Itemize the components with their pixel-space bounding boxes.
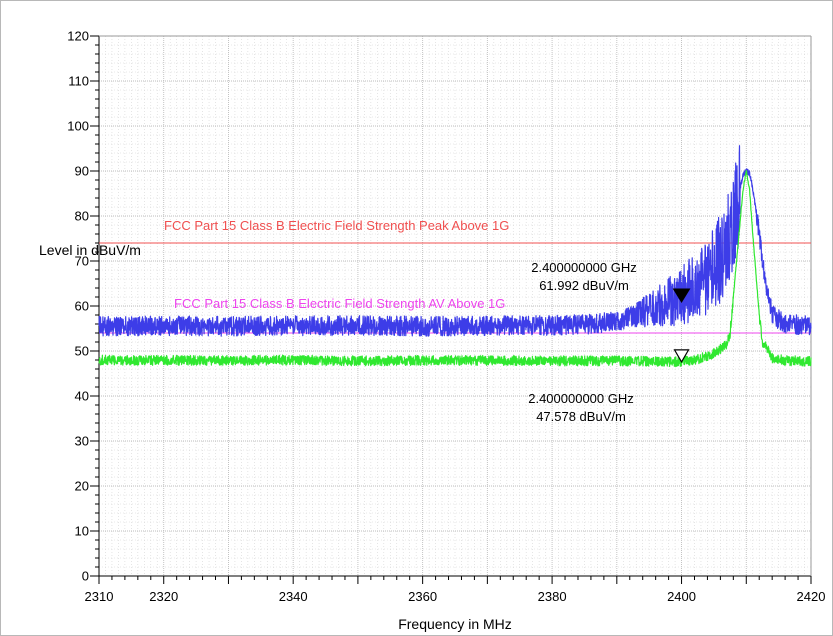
x-tick-label: 2380 xyxy=(538,589,567,604)
marker-level-label: 47.578 dBuV/m xyxy=(536,409,626,424)
axes xyxy=(90,35,812,584)
marker: 2.400000000 GHz 47.578 dBuV/m xyxy=(528,349,690,424)
y-tick-label: 10 xyxy=(75,524,89,539)
series-trace xyxy=(98,170,812,368)
y-tick-label: 40 xyxy=(75,389,89,404)
marker-level-label: 61.992 dBuV/m xyxy=(539,278,629,293)
y-tick-label: 70 xyxy=(75,254,89,269)
series-line xyxy=(98,145,812,337)
x-tick-label: 2340 xyxy=(279,589,308,604)
x-tick-label: 2400 xyxy=(667,589,696,604)
y-tick-label: 50 xyxy=(75,344,89,359)
y-tick-label: 90 xyxy=(75,164,89,179)
y-tick-label: 20 xyxy=(75,479,89,494)
y-tick-label: 0 xyxy=(82,569,89,584)
series-trace xyxy=(98,145,812,337)
limit-line-label: FCC Part 15 Class B Electric Field Stren… xyxy=(164,218,509,233)
x-tick-label: 2310 xyxy=(85,589,114,604)
x-tick-label: 2320 xyxy=(149,589,178,604)
y-tick-label: 120 xyxy=(67,29,89,44)
series-line xyxy=(98,170,812,368)
marker-frequency-label: 2.400000000 GHz xyxy=(531,260,637,275)
x-tick-label: 2360 xyxy=(408,589,437,604)
y-tick-label: 110 xyxy=(68,74,89,89)
marker-triangle-open xyxy=(673,349,690,364)
marker-triangle-filled xyxy=(672,288,691,303)
marker: 2.400000000 GHz 61.992 dBuV/m xyxy=(531,260,691,303)
y-tick-label: 80 xyxy=(75,209,89,224)
y-tick-label: 30 xyxy=(75,434,89,449)
marker-frequency-label: 2.400000000 GHz xyxy=(528,391,634,406)
limit-line-label: FCC Part 15 Class B Electric Field Stren… xyxy=(174,296,505,311)
x-axis-title: Frequency in MHz xyxy=(398,616,512,632)
x-tick-label: 2420 xyxy=(797,589,826,604)
series xyxy=(98,145,812,368)
y-tick-label: 100 xyxy=(67,119,89,134)
tick-labels: 0 10 20 30 40 50 60 70 80 90 100 110 120 2310 2320 2340… xyxy=(67,29,825,605)
y-axis-title: Level in dBuV/m xyxy=(39,242,141,258)
y-tick-label: 60 xyxy=(75,299,89,314)
